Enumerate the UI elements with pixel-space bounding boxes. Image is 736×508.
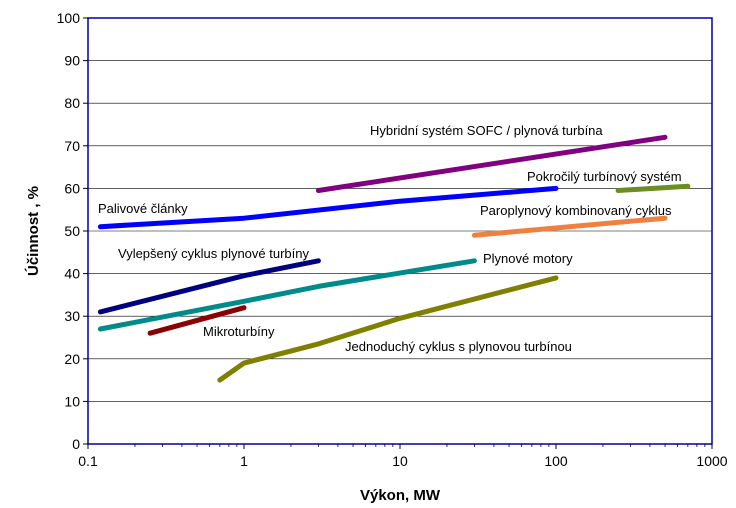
series-label: Jednoduchý cyklus s plynovou turbínou	[345, 339, 572, 354]
series-line	[217, 275, 559, 383]
series-line	[97, 258, 477, 332]
series-line	[471, 215, 668, 238]
series-label: Hybridní systém SOFC / plynová turbína	[370, 123, 603, 138]
y-tick-label: 100	[57, 10, 81, 26]
series-line	[147, 305, 247, 336]
y-tick-label: 30	[64, 308, 80, 324]
y-tick-label: 20	[64, 351, 80, 367]
series-label: Palivové články	[98, 201, 188, 216]
y-axis-label: Účinnost , %	[24, 186, 42, 276]
series-label: Paroplynový kombinovaný cyklus	[480, 203, 672, 218]
y-tick-label: 50	[64, 223, 80, 239]
x-tick-label: 0.1	[78, 453, 98, 469]
x-tick-label: 1000	[696, 453, 727, 469]
series-line	[315, 134, 668, 193]
series-label: Plynové motory	[483, 251, 573, 266]
x-tick-label: 1	[240, 453, 248, 469]
y-tick-label: 40	[64, 266, 80, 282]
series-label: Pokročilý turbínový systém	[527, 169, 682, 184]
y-tick-label: 10	[64, 393, 80, 409]
series-line	[97, 185, 559, 230]
axes: 0 10 20 30 40 50 60 70 80 90 100 0.1 1 10 100 1000	[57, 10, 728, 469]
gridlines	[88, 60, 712, 402]
series-label: Vylepšený cyklus plynové turbíny	[118, 246, 310, 261]
x-tick-label: 10	[392, 453, 408, 469]
series-label: Mikroturbíny	[203, 324, 275, 339]
series-lines	[97, 134, 691, 383]
y-tick-label: 0	[72, 436, 80, 452]
x-axis-label: Výkon, MW	[360, 487, 441, 504]
series-line	[97, 258, 321, 315]
y-tick-label: 80	[64, 95, 80, 111]
series-labels: Hybridní systém SOFC / plynová turbína Po…	[98, 123, 682, 354]
y-tick-label: 70	[64, 138, 80, 154]
y-tick-label: 60	[64, 180, 80, 196]
y-tick-label: 90	[64, 53, 80, 69]
series-line	[615, 183, 691, 193]
x-tick-label: 100	[544, 453, 568, 469]
